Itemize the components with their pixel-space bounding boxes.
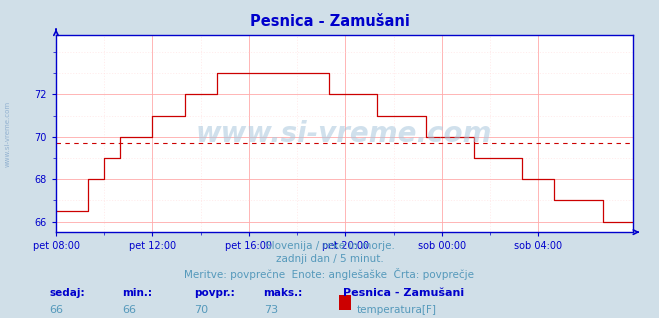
Text: zadnji dan / 5 minut.: zadnji dan / 5 minut. bbox=[275, 254, 384, 264]
Text: Slovenija / reke in morje.: Slovenija / reke in morje. bbox=[264, 241, 395, 251]
Text: 73: 73 bbox=[264, 305, 277, 315]
Text: maks.:: maks.: bbox=[264, 288, 303, 298]
Text: 70: 70 bbox=[194, 305, 208, 315]
Text: povpr.:: povpr.: bbox=[194, 288, 235, 298]
Text: Meritve: povprečne  Enote: anglešaške  Črta: povprečje: Meritve: povprečne Enote: anglešaške Črt… bbox=[185, 268, 474, 280]
Text: min.:: min.: bbox=[122, 288, 152, 298]
Text: www.si-vreme.com: www.si-vreme.com bbox=[5, 100, 11, 167]
Text: www.si-vreme.com: www.si-vreme.com bbox=[196, 120, 492, 148]
Text: sedaj:: sedaj: bbox=[49, 288, 85, 298]
Text: temperatura[F]: temperatura[F] bbox=[357, 305, 437, 315]
Text: 66: 66 bbox=[122, 305, 136, 315]
Text: Pesnica - Zamušani: Pesnica - Zamušani bbox=[250, 14, 409, 29]
Text: 66: 66 bbox=[49, 305, 63, 315]
Text: Pesnica - Zamušani: Pesnica - Zamušani bbox=[343, 288, 464, 298]
